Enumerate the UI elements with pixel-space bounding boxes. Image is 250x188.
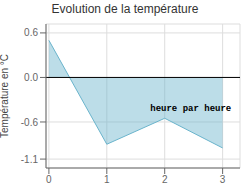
svg-text:0.6: 0.6 xyxy=(24,27,38,38)
svg-text:1: 1 xyxy=(104,174,110,185)
svg-text:0: 0 xyxy=(46,174,52,185)
svg-text:2: 2 xyxy=(162,174,168,185)
svg-text:-0.6: -0.6 xyxy=(21,117,39,128)
svg-text:-1.1: -1.1 xyxy=(21,154,39,165)
html-text:Evolution de la température: Evolution de la température xyxy=(51,2,199,16)
svg-text:0.0: 0.0 xyxy=(24,72,38,83)
svg-text:3: 3 xyxy=(220,174,226,185)
svg-text:Température en °C: Température en °C xyxy=(0,54,10,138)
svg-text:heure par heure: heure par heure xyxy=(150,104,231,114)
